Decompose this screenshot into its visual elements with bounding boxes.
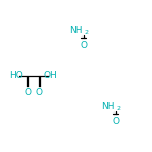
Text: 2: 2: [84, 30, 88, 35]
Text: O: O: [36, 88, 43, 97]
Text: 2: 2: [116, 106, 120, 111]
Text: HO: HO: [9, 71, 23, 81]
Text: NH: NH: [101, 102, 115, 111]
Text: O: O: [24, 88, 31, 97]
Text: O: O: [112, 117, 119, 126]
Text: OH: OH: [44, 71, 57, 81]
Text: O: O: [80, 41, 87, 50]
Text: NH: NH: [69, 26, 83, 35]
